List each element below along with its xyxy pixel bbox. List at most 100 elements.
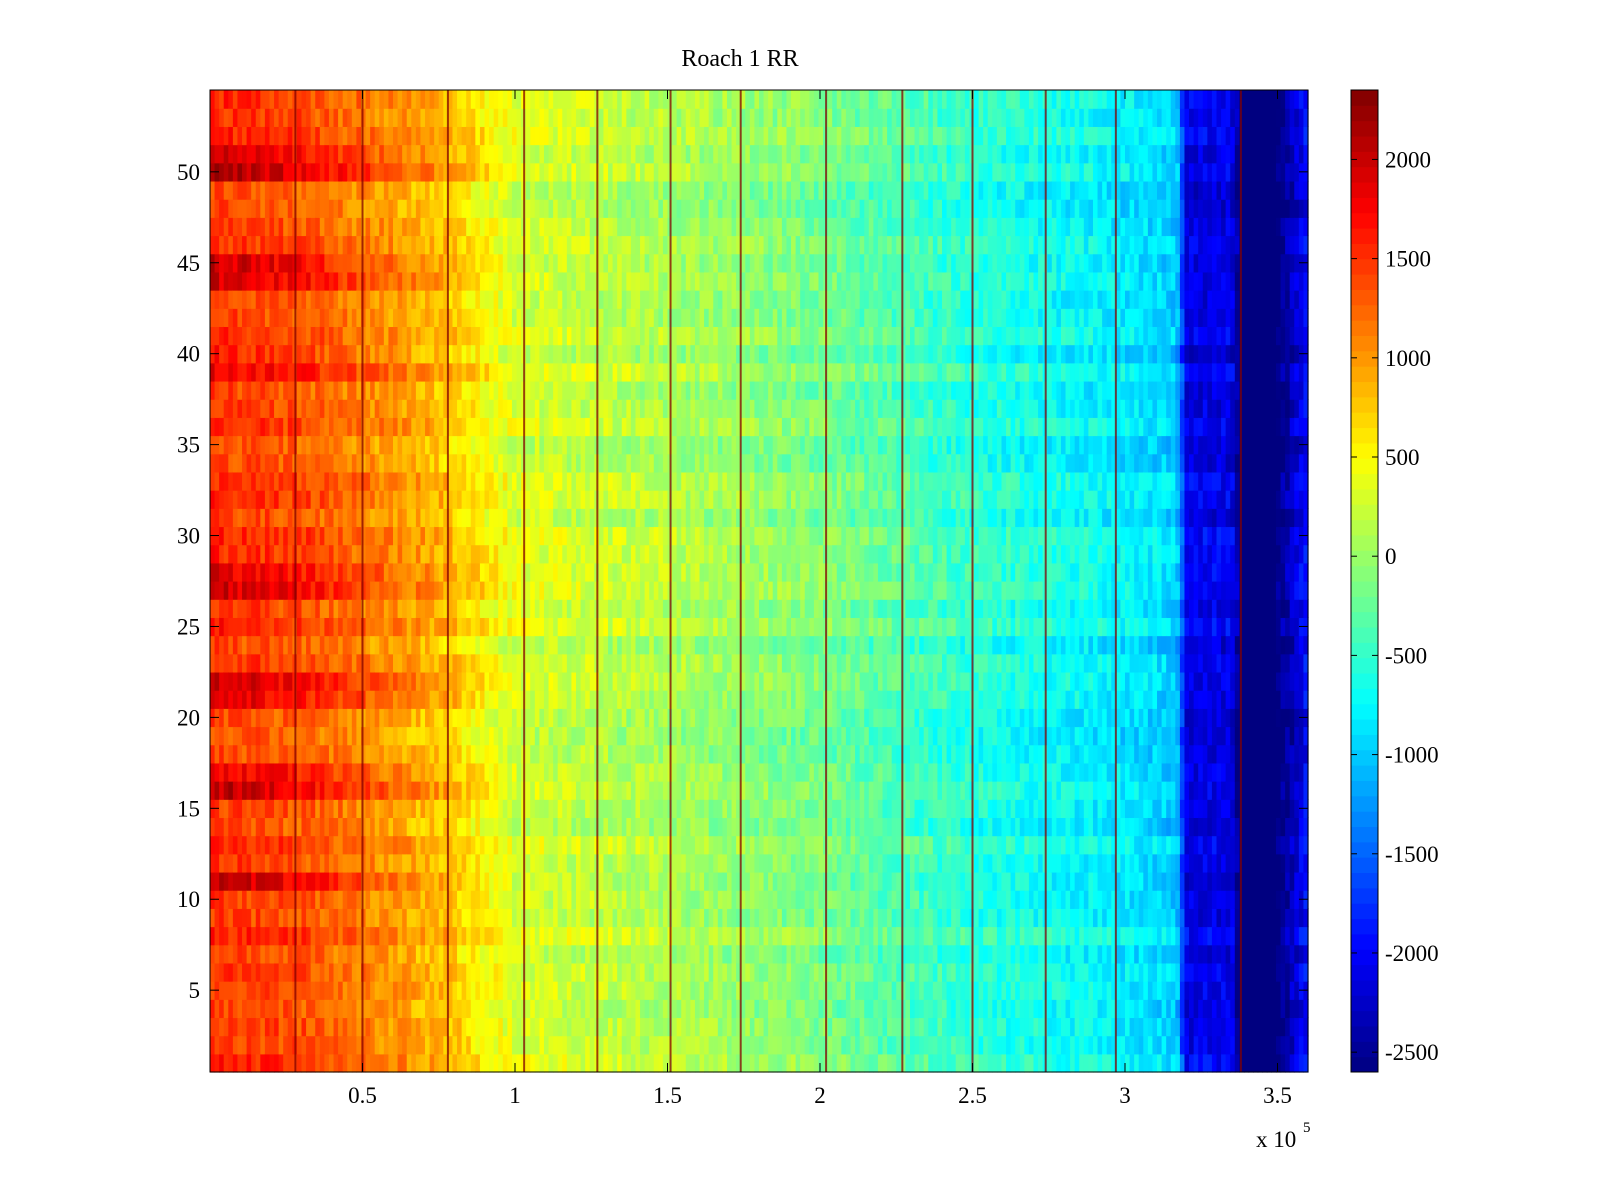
heatmap-cell bbox=[525, 981, 531, 1000]
heatmap-cell bbox=[566, 380, 573, 400]
heatmap-cell bbox=[274, 235, 280, 255]
heatmap-cell bbox=[466, 962, 472, 982]
heatmap-cell bbox=[351, 308, 357, 328]
heatmap-cell bbox=[534, 671, 540, 691]
heatmap-cell bbox=[562, 1035, 568, 1055]
heatmap-cell bbox=[489, 708, 495, 728]
heatmap-cell bbox=[324, 1053, 330, 1073]
heatmap-cell bbox=[333, 944, 339, 964]
heatmap-cell bbox=[626, 944, 632, 964]
heatmap-cell bbox=[315, 671, 321, 691]
heatmap-cell bbox=[365, 1053, 371, 1073]
heatmap-cell bbox=[530, 90, 536, 109]
heatmap-cell bbox=[511, 999, 518, 1019]
heatmap-cell bbox=[603, 871, 609, 891]
heatmap-cell bbox=[269, 817, 275, 837]
heatmap-cell bbox=[489, 326, 495, 346]
heatmap-cell bbox=[260, 490, 266, 509]
heatmap-cell bbox=[223, 981, 229, 1000]
heatmap-cell bbox=[571, 617, 577, 637]
heatmap-cell bbox=[457, 199, 463, 218]
heatmap-cell bbox=[228, 635, 234, 655]
heatmap-cell bbox=[228, 326, 234, 346]
heatmap-cell bbox=[374, 126, 380, 146]
heatmap-cell bbox=[283, 453, 289, 473]
heatmap-cell bbox=[342, 817, 348, 837]
heatmap-cell bbox=[539, 581, 545, 600]
heatmap-cell bbox=[370, 726, 376, 746]
heatmap-cell bbox=[608, 762, 614, 782]
heatmap-cell bbox=[617, 380, 623, 400]
heatmap-cell bbox=[296, 944, 303, 964]
heatmap-cell bbox=[429, 90, 435, 109]
heatmap-cell bbox=[223, 926, 229, 946]
heatmap-cell bbox=[274, 817, 280, 837]
heatmap-cell bbox=[360, 726, 367, 746]
heatmap-cell bbox=[489, 162, 495, 182]
heatmap-cell bbox=[310, 781, 316, 800]
heatmap-cell bbox=[598, 962, 605, 982]
heatmap-cell bbox=[274, 635, 280, 655]
heatmap-cell bbox=[415, 126, 422, 146]
heatmap-cell bbox=[457, 235, 463, 255]
heatmap-cell bbox=[502, 690, 508, 709]
heatmap-cell bbox=[548, 762, 554, 782]
heatmap-cell bbox=[351, 199, 357, 218]
heatmap-cell bbox=[269, 871, 275, 891]
heatmap-cell bbox=[534, 217, 540, 237]
heatmap-cell bbox=[626, 162, 632, 182]
heatmap-cell bbox=[452, 599, 458, 618]
heatmap-cell bbox=[461, 871, 467, 891]
heatmap-cell bbox=[443, 399, 449, 418]
heatmap-cell bbox=[507, 635, 513, 655]
heatmap-cell bbox=[585, 871, 591, 891]
heatmap-cell bbox=[534, 799, 540, 819]
heatmap-cell bbox=[246, 926, 252, 946]
heatmap-cell bbox=[296, 799, 303, 819]
heatmap-cell bbox=[301, 380, 307, 400]
heatmap-cell bbox=[543, 362, 550, 382]
heatmap-cell bbox=[269, 162, 275, 182]
heatmap-cell bbox=[452, 508, 458, 528]
heatmap-cell bbox=[511, 562, 518, 582]
heatmap-cell bbox=[420, 271, 426, 291]
heatmap-cell bbox=[434, 526, 440, 546]
heatmap-cell bbox=[397, 362, 403, 382]
heatmap-cell bbox=[260, 399, 266, 418]
heatmap-cell bbox=[617, 853, 623, 873]
heatmap-cell bbox=[525, 471, 531, 491]
heatmap-cell bbox=[585, 526, 591, 546]
heatmap-cell bbox=[479, 271, 486, 291]
heatmap-cell bbox=[388, 599, 394, 618]
heatmap-cell bbox=[630, 817, 637, 837]
heatmap-cell bbox=[351, 217, 357, 237]
heatmap-cell bbox=[360, 962, 367, 982]
heatmap-cell bbox=[223, 308, 229, 328]
heatmap-cell bbox=[251, 1053, 257, 1073]
heatmap-cell bbox=[626, 90, 632, 109]
heatmap-cell bbox=[534, 635, 540, 655]
heatmap-cell bbox=[585, 890, 591, 909]
heatmap-cell bbox=[315, 308, 321, 328]
heatmap-cell bbox=[356, 544, 362, 564]
heatmap-cell bbox=[621, 817, 627, 837]
heatmap-cell bbox=[502, 271, 508, 291]
heatmap-cell bbox=[493, 762, 499, 782]
heatmap-cell bbox=[466, 108, 472, 127]
heatmap-cell bbox=[621, 890, 627, 909]
heatmap-cell bbox=[452, 453, 458, 473]
heatmap-cell bbox=[621, 362, 627, 382]
heatmap-cell bbox=[420, 708, 426, 728]
heatmap-cell bbox=[475, 635, 481, 655]
heatmap-cell bbox=[571, 308, 577, 328]
heatmap-cell bbox=[475, 835, 481, 855]
heatmap-cell bbox=[388, 981, 394, 1000]
heatmap-cell bbox=[617, 490, 623, 509]
heatmap-cell bbox=[484, 453, 490, 473]
heatmap-cell bbox=[287, 271, 293, 291]
heatmap-cell bbox=[589, 871, 595, 891]
heatmap-cell bbox=[356, 999, 362, 1019]
heatmap-cell bbox=[484, 253, 490, 273]
heatmap-cell bbox=[452, 871, 458, 891]
heatmap-cell bbox=[388, 726, 394, 746]
